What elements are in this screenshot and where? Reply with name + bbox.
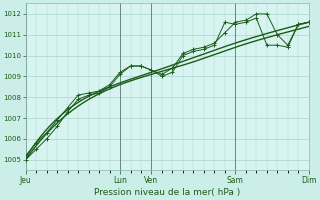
X-axis label: Pression niveau de la mer( hPa ): Pression niveau de la mer( hPa ) [94,188,240,197]
